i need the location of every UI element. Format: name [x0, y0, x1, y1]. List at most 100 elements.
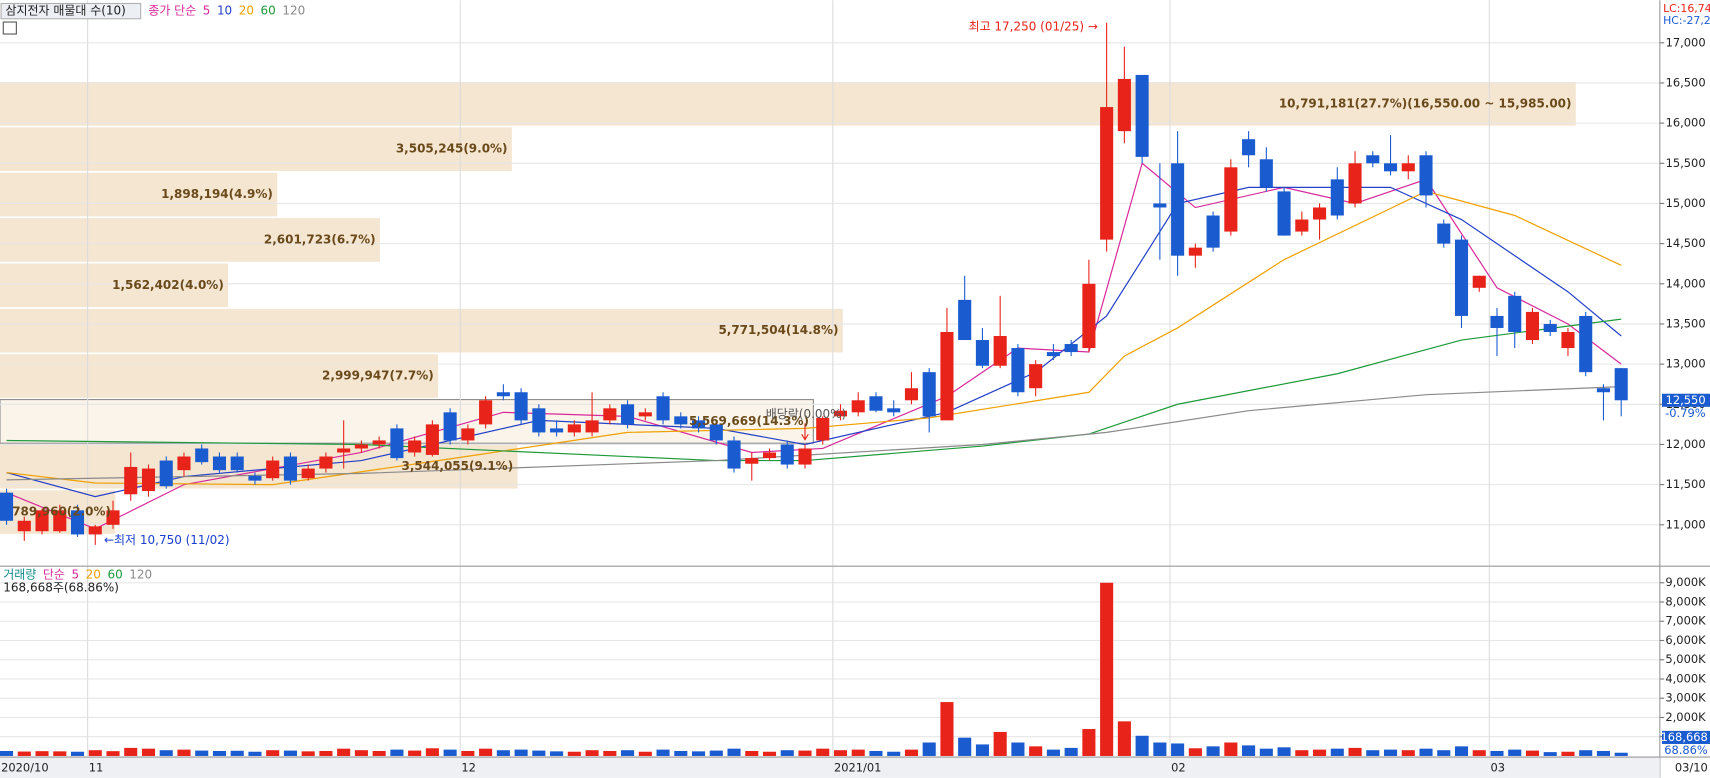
- volume-bar: [1153, 742, 1167, 756]
- volume-y-tick-label: 7,000K: [1665, 614, 1706, 628]
- volume-bar: [514, 749, 528, 756]
- low-annotation: ←최저 10,750 (11/02): [104, 533, 230, 547]
- volume-bar: [230, 750, 244, 756]
- volume-y-tick-label: 9,000K: [1665, 575, 1706, 589]
- candle-body: [248, 475, 262, 481]
- candle-body: [1614, 368, 1628, 401]
- volume-bar: [1313, 749, 1327, 756]
- candle-body: [975, 340, 989, 366]
- candle-body: [532, 408, 546, 433]
- volume-bar: [496, 750, 510, 756]
- volume-bar: [887, 751, 901, 756]
- volume-bar: [1295, 750, 1309, 756]
- y-tick-label: 11,000: [1666, 517, 1706, 531]
- profile-band: [0, 218, 380, 262]
- volume-bar: [159, 750, 173, 756]
- y-tick-label: 16,500: [1666, 75, 1706, 89]
- x-tick-label: 12: [461, 760, 476, 774]
- candle-body: [603, 408, 617, 421]
- candle-body: [1490, 315, 1504, 328]
- candle-body: [177, 456, 191, 471]
- volume-bar: [1029, 746, 1043, 756]
- candle-body: [1188, 247, 1202, 256]
- moving-average-line: [6, 386, 1622, 481]
- candle-body: [958, 299, 972, 341]
- volume-bar: [372, 750, 386, 756]
- candle-body: [337, 448, 351, 453]
- title-box: [0, 2, 142, 20]
- y-tick-label: 14,000: [1666, 276, 1706, 290]
- volume-bar: [1117, 721, 1131, 756]
- profile-band: [0, 82, 1576, 126]
- candle-body: [17, 520, 31, 532]
- hc-label: HC:-27,2: [1663, 14, 1710, 27]
- volume-bar: [1064, 747, 1078, 756]
- table-icon[interactable]: [2, 21, 17, 35]
- volume-bar: [656, 749, 670, 756]
- volume-bar: [1277, 747, 1291, 756]
- volume-bar: [833, 750, 848, 756]
- profile-label: 5,771,504(14.8%): [718, 323, 838, 337]
- candle-body: [585, 420, 599, 433]
- volume-bar: [88, 750, 102, 756]
- candle-body: [940, 331, 954, 421]
- candle-body: [1419, 155, 1433, 196]
- candle-body: [1064, 344, 1078, 353]
- candle-body: [727, 440, 741, 469]
- volume-bar: [1561, 751, 1575, 756]
- candle-body: [514, 392, 528, 421]
- volume-bar: [1206, 746, 1220, 756]
- last-price-tag: [1662, 393, 1710, 407]
- candle-body: [266, 460, 280, 479]
- candle-body: [869, 396, 883, 411]
- profile-label: 3,505,245(9.0%): [396, 142, 508, 156]
- volume-bar: [975, 744, 989, 756]
- y-tick-label: 16,000: [1666, 116, 1706, 130]
- candle-body: [691, 420, 706, 429]
- volume-bar: [780, 750, 794, 756]
- candle-body: [1508, 295, 1522, 332]
- x-axis-band: [0, 757, 1660, 778]
- candles: [0, 22, 1628, 545]
- volume-bar: [940, 702, 954, 756]
- volume-bar: [1366, 750, 1380, 756]
- volume-bar: [195, 750, 209, 756]
- volume-bar: [1543, 752, 1557, 756]
- candle-body: [904, 388, 919, 401]
- volume-bar: [1224, 742, 1238, 756]
- volume-bar: [1171, 743, 1185, 756]
- volume-bar: [567, 751, 581, 756]
- volume-bar: [1490, 750, 1504, 756]
- candle-body: [496, 392, 510, 397]
- candle-body: [1171, 163, 1185, 256]
- profile-band: [0, 263, 229, 308]
- y-tick-label: 13,000: [1666, 357, 1706, 371]
- volume-bar: [212, 750, 227, 756]
- volume-bar: [1330, 748, 1344, 756]
- last-volume-ratio: 68.86%: [1664, 743, 1708, 757]
- volume-bar: [762, 751, 777, 756]
- y-tick-label: 15,500: [1666, 156, 1706, 170]
- candle-body: [816, 417, 830, 441]
- volume-bar: [443, 749, 457, 756]
- x-tick-label: 2021/01: [834, 760, 882, 774]
- volume-legend-label: 거래량: [3, 567, 36, 581]
- volume-y-tick-label: 5,000K: [1665, 652, 1706, 666]
- volume-bar: [266, 750, 280, 756]
- legend-entry: 20: [239, 4, 254, 18]
- candle-body: [1454, 239, 1469, 316]
- candle-body: [550, 428, 564, 433]
- ex-dividend-arrow: [801, 423, 809, 441]
- volume-legend-entry: 20: [86, 567, 101, 581]
- volume-bar: [425, 748, 439, 756]
- volume-bar: [283, 750, 297, 756]
- moving-average-line: [6, 190, 1622, 486]
- lc-label: LC:16,74: [1663, 2, 1710, 15]
- volume-bar: [479, 748, 493, 756]
- candle-body: [798, 448, 812, 465]
- profile-band: [0, 172, 278, 217]
- volume-y-tick-label: 3,000K: [1665, 691, 1706, 705]
- volume-profile: [0, 82, 1576, 534]
- profile-band: [0, 354, 439, 398]
